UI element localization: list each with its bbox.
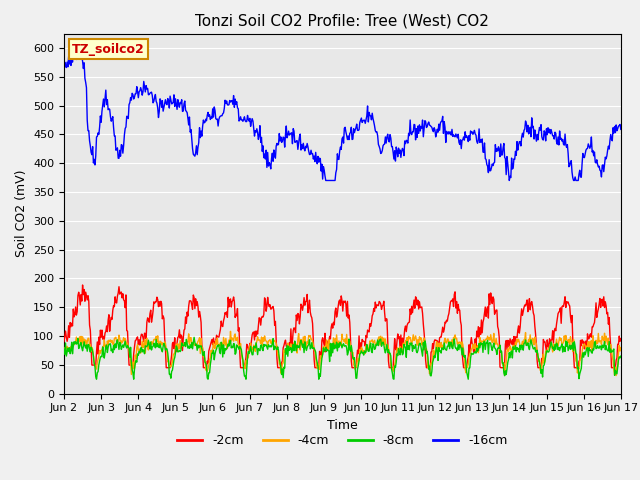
X-axis label: Time: Time (327, 419, 358, 432)
Title: Tonzi Soil CO2 Profile: Tree (West) CO2: Tonzi Soil CO2 Profile: Tree (West) CO2 (195, 13, 490, 28)
Legend: -2cm, -4cm, -8cm, -16cm: -2cm, -4cm, -8cm, -16cm (172, 429, 513, 452)
Text: TZ_soilco2: TZ_soilco2 (72, 43, 145, 56)
Y-axis label: Soil CO2 (mV): Soil CO2 (mV) (15, 170, 28, 257)
